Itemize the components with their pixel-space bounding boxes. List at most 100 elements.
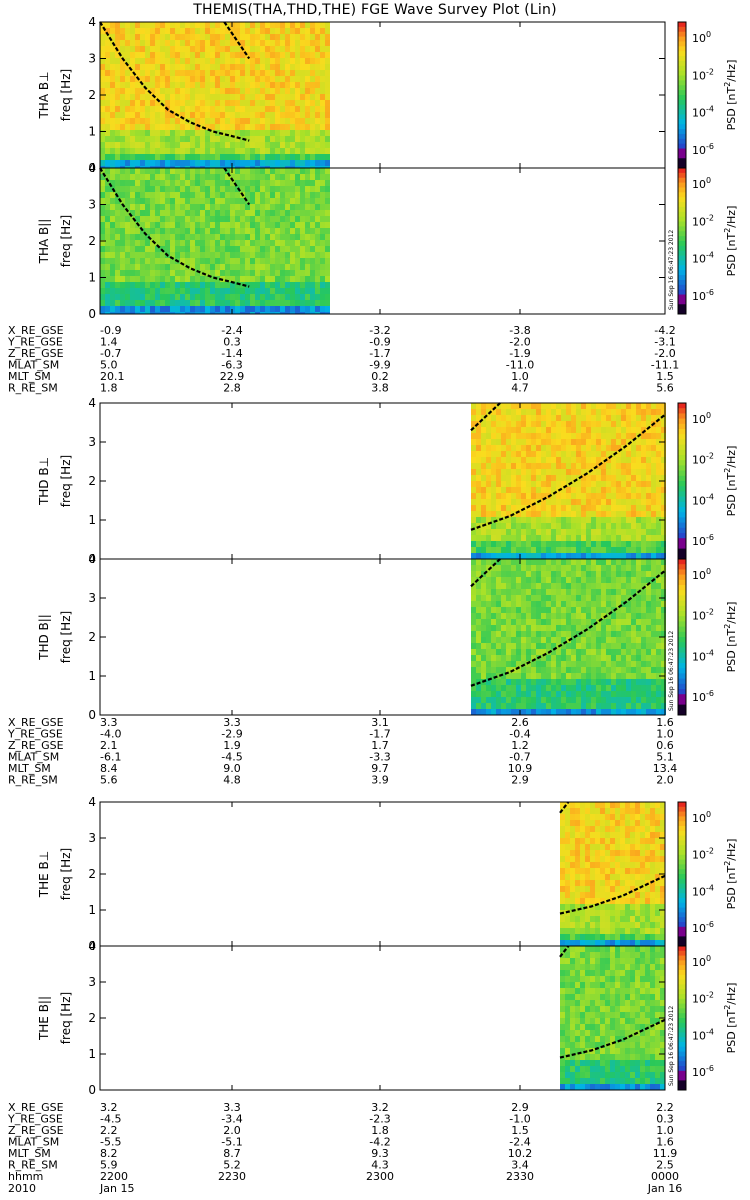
spec-cell <box>651 571 656 577</box>
spec-cell <box>185 28 190 34</box>
spec-cell <box>636 667 641 673</box>
spec-cell <box>230 258 235 264</box>
spec-cell <box>235 282 240 288</box>
spec-cell <box>140 168 145 174</box>
spec-cell <box>280 240 285 246</box>
spec-cell <box>491 643 496 649</box>
spec-cell <box>305 234 310 240</box>
spec-cell <box>636 523 641 529</box>
spec-cell <box>310 112 315 118</box>
spec-cell <box>325 198 330 204</box>
spec-cell <box>240 168 245 174</box>
spec-cell <box>641 709 646 715</box>
spec-cell <box>591 577 596 583</box>
spec-cell <box>506 433 511 439</box>
spec-cell <box>110 106 115 112</box>
spec-cell <box>290 136 295 142</box>
spec-cell <box>621 535 626 541</box>
spec-cell <box>225 40 230 46</box>
spec-cell <box>125 40 130 46</box>
spec-cell <box>651 607 656 613</box>
spec-cell <box>506 475 511 481</box>
spec-cell <box>531 457 536 463</box>
spec-cell <box>626 577 631 583</box>
spec-cell <box>596 589 601 595</box>
spec-cell <box>170 306 175 312</box>
spec-cell <box>225 130 230 136</box>
spec-cell <box>491 415 496 421</box>
spec-cell <box>300 228 305 234</box>
spec-cell <box>536 487 541 493</box>
spec-cell <box>240 40 245 46</box>
spec-cell <box>621 499 626 505</box>
spec-cell <box>560 862 565 868</box>
spec-cell <box>235 222 240 228</box>
spec-cell <box>195 192 200 198</box>
spec-cell <box>615 808 620 814</box>
spec-cell <box>105 100 110 106</box>
spec-cell <box>300 216 305 222</box>
spec-cell <box>521 673 526 679</box>
spec-cell <box>606 475 611 481</box>
spec-cell <box>605 934 610 940</box>
spec-cell <box>491 655 496 661</box>
spec-cell <box>300 174 305 180</box>
spec-cell <box>516 439 521 445</box>
spec-cell <box>576 619 581 625</box>
spec-cell <box>556 481 561 487</box>
spec-cell <box>611 547 616 553</box>
spec-cell <box>546 523 551 529</box>
spec-cell <box>180 288 185 294</box>
spec-cell <box>586 673 591 679</box>
spec-cell <box>531 589 536 595</box>
spec-cell <box>626 415 631 421</box>
ytick-label-thd-bpar: 2 <box>88 630 96 644</box>
spec-cell <box>581 619 586 625</box>
spec-cell <box>651 595 656 601</box>
spec-cell <box>651 541 656 547</box>
spec-cell <box>320 186 325 192</box>
spec-cell <box>215 106 220 112</box>
spec-cell <box>250 34 255 40</box>
spec-cell <box>621 637 626 643</box>
spec-cell <box>526 403 531 409</box>
spec-cell <box>626 439 631 445</box>
spec-cell <box>225 222 230 228</box>
spec-cell <box>180 240 185 246</box>
spec-cell <box>275 136 280 142</box>
spec-cell <box>551 697 556 703</box>
spec-cell <box>591 673 596 679</box>
spec-cell <box>305 264 310 270</box>
spec-cell <box>491 523 496 529</box>
spec-cell <box>486 601 491 607</box>
ytick-label-thd-bpar: 3 <box>88 591 96 605</box>
spec-cell <box>210 148 215 154</box>
spec-cell <box>100 240 105 246</box>
spec-cell <box>145 258 150 264</box>
colorbar-cell <box>678 418 686 425</box>
spec-cell <box>595 886 600 892</box>
spec-cell <box>570 844 575 850</box>
spec-cell <box>610 898 615 904</box>
spec-cell <box>190 160 195 166</box>
spec-cell <box>621 529 626 535</box>
spec-cell <box>325 100 330 106</box>
colorbar-cell <box>678 673 686 680</box>
spec-cell <box>200 52 205 58</box>
spec-cell <box>511 487 516 493</box>
spec-cell <box>610 928 615 934</box>
spec-cell <box>556 439 561 445</box>
spec-cell <box>170 198 175 204</box>
spec-cell <box>585 934 590 940</box>
spec-cell <box>576 463 581 469</box>
spec-cell <box>325 22 330 28</box>
spec-cell <box>215 210 220 216</box>
colorbar-label-tha-bpar: PSD [nT2/Hz] <box>723 206 738 277</box>
spec-cell <box>561 553 566 559</box>
spec-cell <box>315 94 320 100</box>
spec-cell <box>496 607 501 613</box>
spec-cell <box>245 210 250 216</box>
spec-cell <box>235 94 240 100</box>
spec-cell <box>265 270 270 276</box>
